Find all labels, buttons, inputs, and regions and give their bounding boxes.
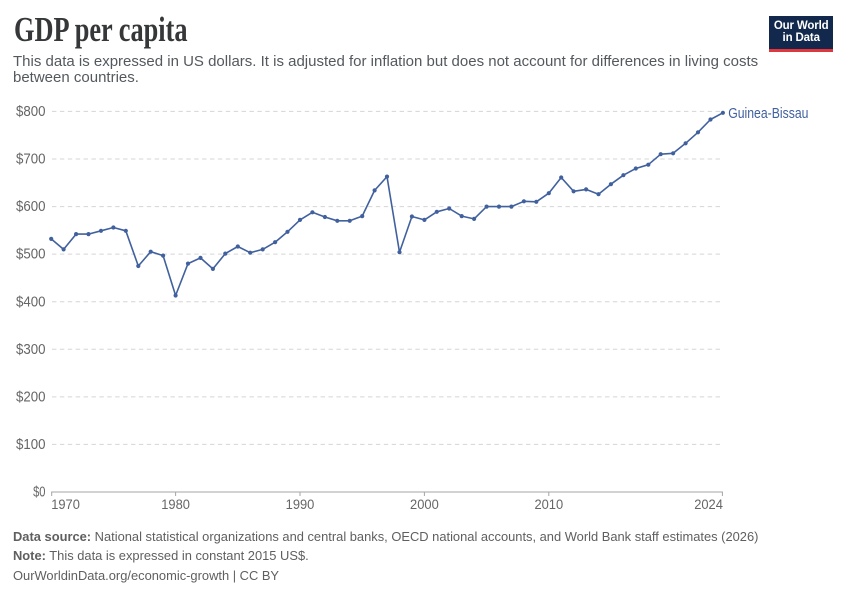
svg-text:$800: $800 xyxy=(16,104,46,120)
svg-text:$500: $500 xyxy=(16,247,46,263)
svg-text:2000: 2000 xyxy=(410,497,439,513)
svg-text:2024: 2024 xyxy=(694,497,723,513)
svg-text:$0: $0 xyxy=(33,485,45,501)
svg-text:$700: $700 xyxy=(16,152,46,168)
svg-text:1970: 1970 xyxy=(51,497,80,513)
svg-text:$200: $200 xyxy=(16,390,46,406)
svg-text:$600: $600 xyxy=(16,199,46,215)
svg-text:$100: $100 xyxy=(16,437,46,453)
svg-text:2010: 2010 xyxy=(534,497,563,513)
svg-text:1980: 1980 xyxy=(161,497,190,513)
svg-text:$400: $400 xyxy=(16,294,46,310)
svg-text:Guinea-Bissau: Guinea-Bissau xyxy=(728,106,808,122)
svg-text:$300: $300 xyxy=(16,342,46,358)
svg-text:1990: 1990 xyxy=(286,497,315,513)
